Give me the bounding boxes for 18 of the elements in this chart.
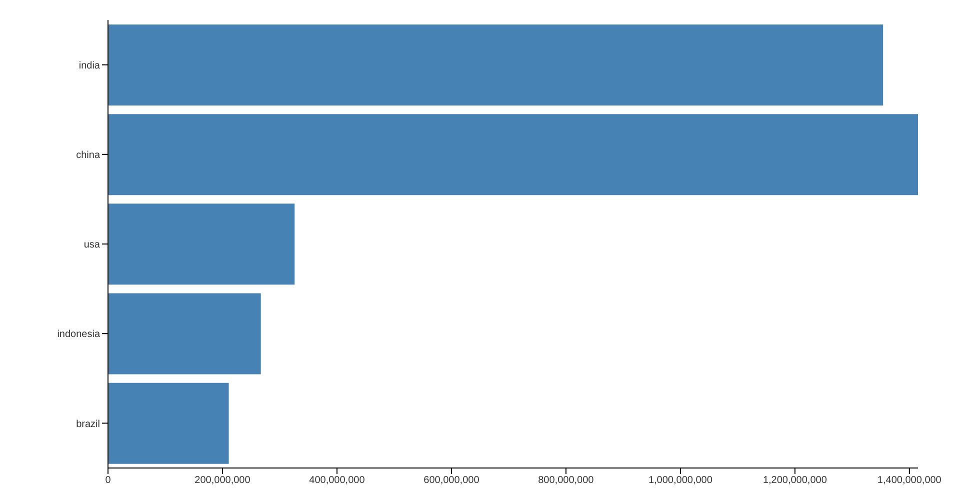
bar [108,114,918,196]
bar [108,204,295,285]
y-tick-label: indonesia [57,329,100,340]
y-tick-label: brazil [76,418,100,430]
x-tick-label: 400,000,000 [309,475,366,486]
x-tick-label: 1,200,000,000 [762,475,828,486]
x-tick-label: 1,000,000,000 [648,475,713,486]
bar [108,24,884,106]
bar [108,382,229,464]
x-tick-label: 200,000,000 [194,475,251,486]
y-tick-label: china [76,150,100,161]
x-tick-label: 0 [105,475,112,486]
bar [108,293,261,374]
x-tick-label: 800,000,000 [538,475,594,486]
y-tick-label: india [78,60,100,72]
x-tick-label: 600,000,000 [424,475,480,486]
y-tick-label: usa [84,240,100,251]
x-tick-label: 1,400,000,000 [877,475,942,486]
